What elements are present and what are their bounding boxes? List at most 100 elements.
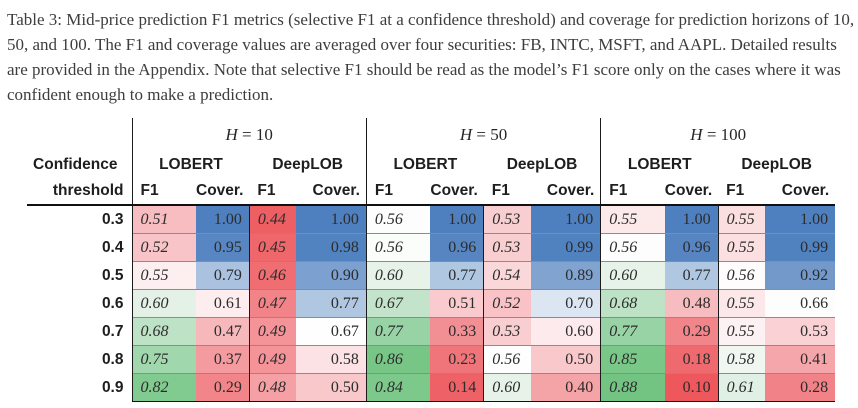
coverage-cell: 0.58	[296, 345, 367, 374]
horizon-label-h50: H = 50	[365, 118, 601, 151]
row-header-confidence: Confidence	[33, 155, 118, 173]
coverage-cell: 1.00	[765, 205, 836, 234]
horizon-symbol: H	[225, 124, 238, 144]
f1-cell: 0.54	[483, 261, 531, 290]
table-caption: Table 3: Mid-price prediction F1 metrics…	[7, 10, 855, 104]
f1-cell: 0.55	[717, 317, 766, 346]
model-label-deeplob: DeepLOB	[506, 155, 578, 173]
coverage-cell: 0.61	[196, 289, 250, 318]
threshold-cell: 0.8	[101, 350, 124, 368]
f1-cell: 0.53	[483, 317, 531, 346]
coverage-cell: 0.33	[430, 317, 484, 346]
table-row: 0.4 0.52 0.95 0.45 0.98 0.56 0.96 0.53 0.99 0.56 0…	[27, 233, 836, 262]
coverage-cell: 0.96	[664, 233, 719, 262]
model-label-deeplob: DeepLOB	[741, 155, 812, 173]
coverage-cell: 0.67	[296, 317, 367, 346]
f1-cell: 0.45	[248, 233, 297, 262]
coverage-cell: 0.89	[530, 261, 601, 290]
coverage-cell: 0.60	[530, 317, 601, 346]
coverage-cell: 0.66	[765, 289, 836, 318]
threshold-cell: 0.3	[101, 210, 124, 228]
table-row: 0.8 0.75 0.37 0.49 0.58 0.86 0.23 0.56 0.50 0.85 0…	[27, 345, 836, 374]
f1-cell: 0.60	[600, 261, 665, 290]
threshold-cell: 0.9	[101, 378, 124, 396]
coverage-cell: 0.10	[664, 373, 719, 402]
metric-header-row: threshold F1 Cover. F1 Cover. F1 Cover. …	[27, 178, 836, 206]
metric-label-f1: F1	[483, 178, 531, 206]
row-header-threshold: threshold	[27, 178, 132, 206]
coverage-cell: 0.96	[430, 233, 484, 262]
coverage-cell: 0.77	[664, 261, 719, 290]
metric-label-cover: Cover.	[530, 178, 601, 206]
coverage-cell: 0.18	[664, 345, 719, 374]
coverage-cell: 0.41	[765, 345, 836, 374]
coverage-cell: 0.47	[196, 317, 250, 346]
coverage-cell: 1.00	[196, 205, 250, 234]
f1-cell: 0.84	[365, 373, 431, 402]
f1-cell: 0.77	[365, 317, 431, 346]
horizon-value: = 50	[476, 124, 508, 144]
f1-cell: 0.52	[483, 289, 531, 318]
coverage-cell: 0.77	[430, 261, 484, 290]
f1-cell: 0.60	[365, 261, 431, 290]
f1-cell: 0.56	[365, 205, 431, 234]
table-row: 0.9 0.82 0.29 0.48 0.50 0.84 0.14 0.60 0.40 0.88 0…	[27, 373, 836, 402]
f1-cell: 0.56	[365, 233, 431, 262]
f1-cell: 0.82	[131, 373, 196, 402]
coverage-cell: 0.23	[430, 345, 484, 374]
f1-cell: 0.47	[248, 289, 297, 318]
metric-label-f1: F1	[600, 178, 665, 206]
horizon-symbol: H	[690, 124, 703, 144]
f1-cell: 0.88	[600, 373, 665, 402]
coverage-cell: 0.77	[296, 289, 367, 318]
f1-cell: 0.58	[717, 345, 766, 374]
coverage-cell: 0.79	[196, 261, 250, 290]
coverage-cell: 0.50	[530, 345, 601, 374]
metric-label-f1: F1	[365, 178, 431, 206]
f1-cell: 0.60	[131, 289, 196, 318]
results-table: H = 10 H = 50 H = 100 Confidence LOBERT …	[27, 118, 836, 402]
f1-cell: 0.53	[483, 233, 531, 262]
table-body: 0.3 0.51 1.00 0.44 1.00 0.56 1.00 0.53 1.00 0.55 1…	[27, 205, 836, 402]
f1-cell: 0.68	[131, 317, 196, 346]
f1-cell: 0.51	[131, 205, 196, 234]
threshold-cell: 0.4	[101, 238, 124, 256]
horizon-value: = 100	[706, 124, 747, 144]
threshold-cell: 0.7	[101, 322, 124, 340]
f1-cell: 0.46	[248, 261, 297, 290]
coverage-cell: 0.95	[196, 233, 250, 262]
coverage-cell: 1.00	[530, 205, 601, 234]
metric-label-cover: Cover.	[430, 178, 484, 206]
coverage-cell: 1.00	[296, 205, 367, 234]
horizon-symbol: H	[459, 124, 473, 144]
metric-label-f1: F1	[249, 178, 297, 206]
horizon-label-h10: H = 10	[131, 118, 367, 151]
threshold-cell: 0.6	[101, 294, 124, 312]
table-row: 0.6 0.60 0.61 0.47 0.77 0.67 0.51 0.52 0.70 0.68 0…	[27, 289, 836, 318]
metric-label-cover: Cover.	[765, 178, 836, 206]
f1-cell: 0.55	[717, 289, 766, 318]
f1-cell: 0.49	[248, 345, 297, 374]
f1-cell: 0.48	[248, 373, 297, 402]
f1-cell: 0.61	[717, 373, 766, 402]
f1-cell: 0.53	[483, 205, 531, 234]
f1-cell: 0.52	[131, 233, 196, 262]
coverage-cell: 0.98	[296, 233, 367, 262]
metric-label-cover: Cover.	[664, 178, 719, 206]
coverage-cell: 0.50	[296, 373, 367, 402]
coverage-cell: 0.29	[664, 317, 719, 346]
f1-cell: 0.56	[717, 261, 766, 290]
coverage-cell: 1.00	[430, 205, 484, 234]
model-label-deeplob: DeepLOB	[272, 155, 343, 173]
f1-cell: 0.77	[600, 317, 665, 346]
f1-cell: 0.75	[131, 345, 196, 374]
f1-cell: 0.55	[717, 233, 766, 262]
coverage-cell: 0.14	[430, 373, 484, 402]
f1-cell: 0.56	[483, 345, 531, 374]
coverage-cell: 0.99	[530, 233, 601, 262]
f1-cell: 0.68	[600, 289, 665, 318]
coverage-cell: 0.99	[765, 233, 836, 262]
coverage-cell: 0.53	[765, 317, 836, 346]
threshold-cell: 0.5	[101, 266, 124, 284]
model-label-lobert: LOBERT	[600, 151, 719, 178]
